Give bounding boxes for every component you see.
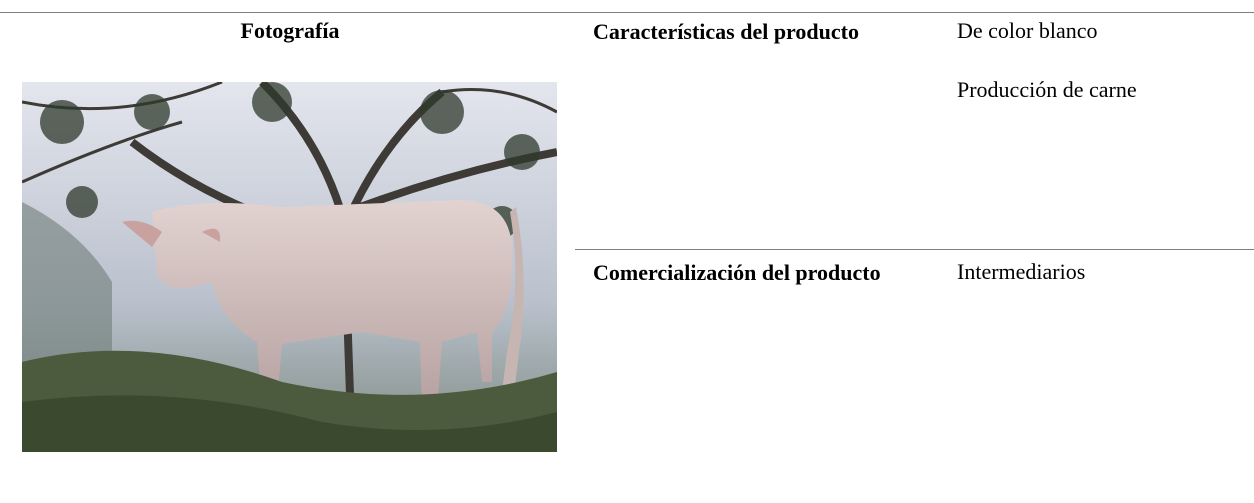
row-label: Comercialización del producto [593, 260, 881, 285]
row-value: De color blanco [957, 18, 1098, 43]
row-divider [575, 249, 1254, 250]
photo-header: Fotografía [240, 18, 340, 43]
cow-photo [22, 82, 557, 452]
row-value: Producción de carne [957, 77, 1137, 102]
row-label: Características del producto [593, 19, 859, 44]
table-top-rule [0, 12, 1254, 13]
row-value: Intermediarios [957, 259, 1086, 284]
